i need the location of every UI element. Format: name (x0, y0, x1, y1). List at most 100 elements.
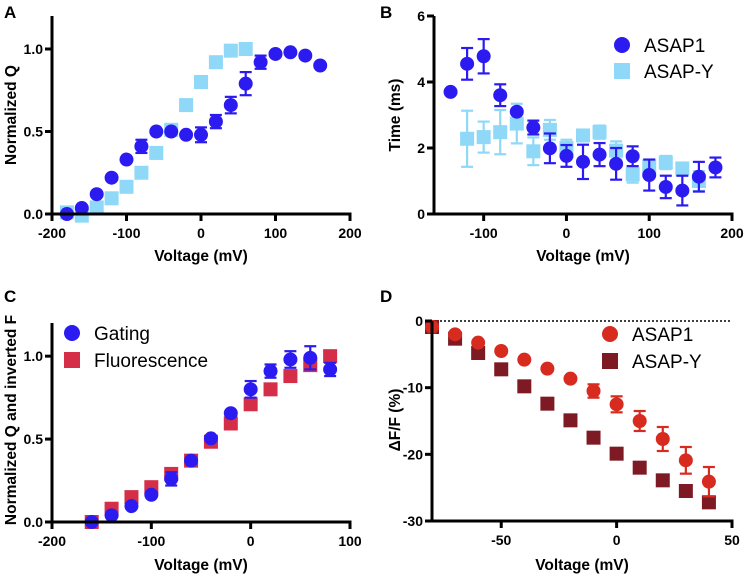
data-point (701, 474, 716, 489)
data-point (642, 168, 657, 183)
data-point (625, 167, 640, 182)
data-point (164, 124, 179, 139)
series-asap1 (425, 320, 716, 498)
x-axis-title: Voltage (mV) (154, 248, 248, 265)
data-point (517, 352, 532, 367)
y-tick-label: 0.0 (24, 514, 44, 530)
y-axis-title: ΔF/F (%) (387, 389, 404, 452)
data-point (540, 396, 555, 411)
data-point (268, 46, 283, 61)
data-point (149, 145, 164, 160)
data-point (675, 183, 690, 198)
data-point (675, 161, 690, 176)
data-point (303, 350, 318, 365)
x-tick-label: -100 (137, 533, 165, 549)
data-point (563, 413, 578, 428)
data-point (179, 127, 194, 142)
x-tick-label: -50 (491, 532, 511, 548)
data-point (678, 484, 693, 498)
data-point (559, 148, 574, 163)
y-tick-label: 0.5 (24, 124, 44, 140)
x-tick-label: -200 (38, 533, 66, 549)
data-point (124, 499, 139, 514)
series-asap1 (59, 45, 328, 221)
data-point (476, 130, 491, 145)
data-point (493, 125, 508, 140)
data-point (509, 116, 524, 131)
legend-entry: Gating (64, 324, 150, 345)
data-point (223, 43, 238, 58)
data-point (203, 431, 218, 446)
legend-marker (602, 326, 618, 342)
panel-label: B (380, 3, 392, 22)
legend-label: ASAP-Y (632, 352, 702, 373)
data-point (526, 144, 541, 159)
data-point (263, 382, 278, 397)
legend-entry: ASAP-Y (614, 62, 714, 83)
data-point (184, 453, 199, 468)
x-axis-title: Voltage (mV) (154, 557, 248, 574)
panel-d: D -50 0 50 -30 -20 -10 0 Voltage (mV) ΔF/F (%) ASA… (380, 287, 740, 574)
series-asap1 (443, 37, 723, 207)
data-point (655, 473, 670, 488)
data-point (476, 49, 491, 64)
data-point (283, 352, 298, 367)
legend-marker (602, 353, 618, 369)
legend-marker (614, 37, 630, 53)
data-point (243, 397, 258, 412)
x-axis-title: Voltage (mV) (536, 248, 630, 265)
y-tick-label: 0.5 (24, 431, 44, 447)
y-tick-label: -30 (403, 513, 423, 529)
panel-label: A (4, 3, 16, 22)
data-point (283, 45, 298, 60)
x-tick-label: 200 (338, 225, 362, 241)
data-point (609, 397, 624, 412)
data-point (298, 48, 313, 63)
data-point (655, 432, 670, 446)
data-point (443, 84, 458, 99)
legend-entry: ASAP1 (602, 325, 693, 346)
data-point (323, 362, 338, 377)
data-point (448, 327, 463, 342)
data-point (517, 379, 532, 394)
x-axis-title: Voltage (mV) (535, 557, 629, 574)
data-point (691, 169, 706, 184)
legend-marker (64, 325, 80, 341)
legend-entry: Fluorescence (64, 351, 208, 372)
legend-label: Fluorescence (94, 351, 208, 372)
data-point (74, 201, 89, 216)
data-point (658, 155, 673, 170)
legend: ASAP1 ASAP-Y (614, 36, 714, 83)
data-point (134, 139, 149, 154)
data-point (494, 362, 509, 377)
panel-label: C (4, 287, 16, 306)
data-point (493, 88, 508, 103)
data-point (243, 382, 258, 397)
legend-label: ASAP1 (632, 325, 693, 346)
data-point (625, 149, 640, 164)
x-tick-label: -100 (112, 225, 140, 241)
data-point (119, 179, 134, 194)
x-tick-label: -200 (38, 225, 66, 241)
y-tick-label: 6 (417, 8, 425, 24)
panel-a: A -200 -100 0 100 200 0.0 0.5 1.0 Voltage (mV) Nor… (3, 3, 362, 265)
data-point (104, 191, 119, 206)
y-axis-title: Time (ms) (387, 79, 404, 152)
y-tick-label: 4 (417, 74, 425, 90)
legend-label: Gating (94, 324, 150, 345)
y-tick-label: -20 (403, 446, 423, 462)
series-gating (84, 345, 338, 529)
y-tick-label: 1.0 (24, 348, 44, 364)
data-point (238, 42, 253, 56)
data-point (253, 55, 268, 70)
x-tick-label: -100 (470, 225, 498, 241)
data-point (104, 508, 119, 523)
x-tick-label: 100 (338, 533, 362, 549)
data-point (592, 147, 607, 162)
data-point (609, 156, 624, 171)
data-point (563, 371, 578, 386)
data-point (658, 179, 673, 194)
data-point (701, 495, 716, 510)
data-point (179, 98, 194, 113)
panel-label: D (380, 287, 392, 306)
